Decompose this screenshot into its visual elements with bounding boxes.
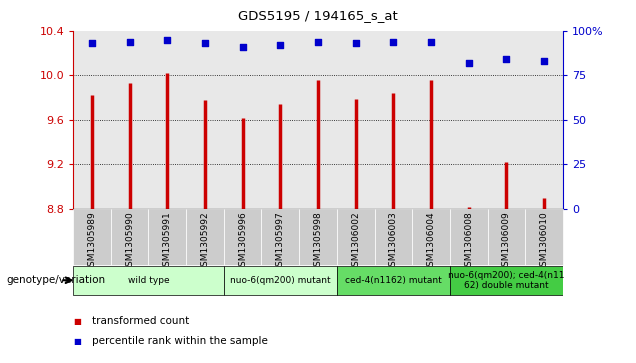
Text: GSM1306003: GSM1306003 [389,212,398,272]
Point [350,40,361,46]
Text: GSM1305990: GSM1305990 [125,212,134,272]
Bar [148,209,186,265]
Bar [412,209,450,265]
Text: nuo-6(qm200); ced-4(n11
62) double mutant: nuo-6(qm200); ced-4(n11 62) double mutan… [448,271,565,290]
Text: GSM1306010: GSM1306010 [539,212,548,272]
Text: genotype/variation: genotype/variation [6,275,106,285]
Bar [337,266,450,295]
Bar [261,209,299,265]
Point [464,60,474,66]
Bar [525,209,563,265]
Text: GSM1305991: GSM1305991 [163,212,172,272]
Bar [73,209,111,265]
Bar [337,209,375,265]
Text: GSM1305996: GSM1305996 [238,212,247,272]
Point [501,56,511,62]
Text: GSM1305989: GSM1305989 [88,212,97,272]
Text: GSM1305992: GSM1305992 [200,212,209,272]
Point [539,58,549,64]
Point [313,38,323,44]
Point [87,40,97,46]
Text: nuo-6(qm200) mutant: nuo-6(qm200) mutant [230,276,331,285]
Bar [375,209,412,265]
Text: ced-4(n1162) mutant: ced-4(n1162) mutant [345,276,442,285]
Text: transformed count: transformed count [92,316,190,326]
Bar [450,209,488,265]
Point [388,38,398,44]
Text: wild type: wild type [128,276,169,285]
Text: GSM1305998: GSM1305998 [314,212,322,272]
Text: percentile rank within the sample: percentile rank within the sample [92,336,268,346]
Text: GSM1306004: GSM1306004 [427,212,436,272]
Bar [73,266,224,295]
Bar [186,209,224,265]
Bar [111,209,148,265]
Point [162,37,172,42]
Text: GSM1306009: GSM1306009 [502,212,511,272]
Bar [450,266,563,295]
Point [426,38,436,44]
Text: GSM1305997: GSM1305997 [276,212,285,272]
Bar [224,266,337,295]
Point [275,42,286,48]
Point [200,40,210,46]
Bar [299,209,337,265]
Text: GSM1306008: GSM1306008 [464,212,473,272]
Text: ■: ■ [73,317,81,326]
Bar [224,209,261,265]
Text: GSM1306002: GSM1306002 [351,212,360,272]
Bar [488,209,525,265]
Text: GDS5195 / 194165_s_at: GDS5195 / 194165_s_at [238,9,398,22]
Point [238,44,248,50]
Text: ■: ■ [73,337,81,346]
Point [125,38,135,44]
